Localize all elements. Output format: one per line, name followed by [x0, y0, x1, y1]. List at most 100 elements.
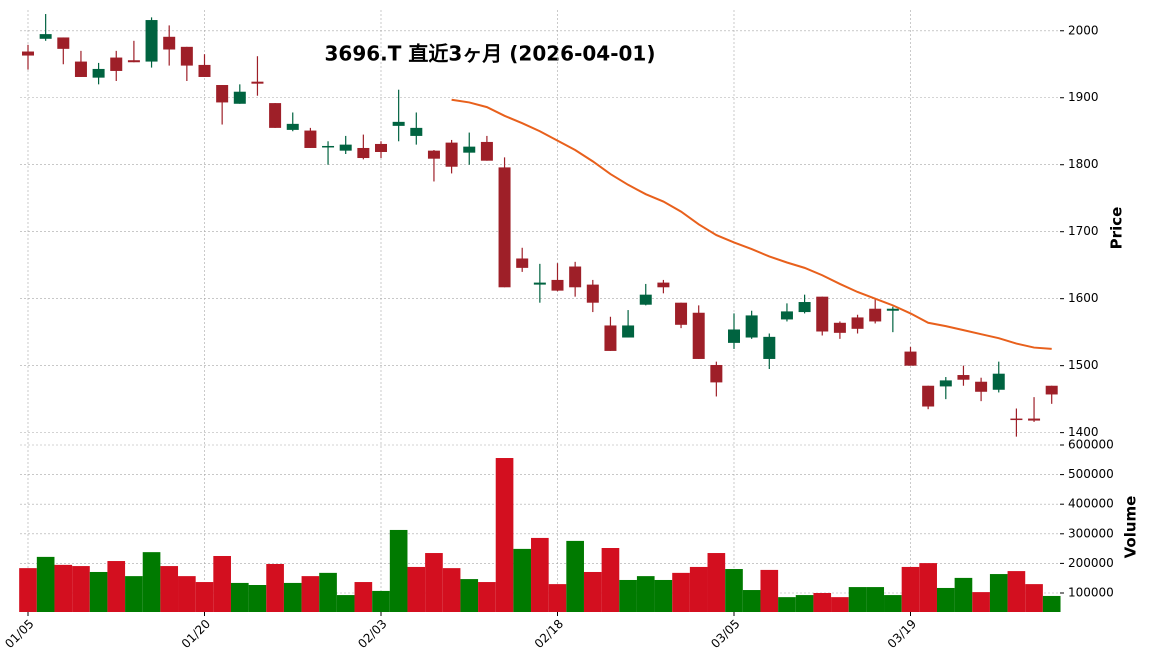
volume-bar [283, 582, 302, 612]
candle-body [586, 284, 599, 303]
volume-bar [566, 540, 584, 612]
candle-body [92, 68, 105, 78]
candle-body [392, 121, 405, 126]
volume-bar [583, 571, 602, 612]
candle-body [710, 364, 723, 383]
y-tick-label: 200000 [1068, 556, 1114, 570]
candle-body [145, 20, 158, 62]
volume-bar [107, 561, 126, 612]
candle-body [22, 51, 34, 56]
candle-body [1010, 418, 1023, 421]
volume-bar [72, 566, 90, 612]
candle-body [692, 312, 705, 359]
volume-bar [742, 590, 761, 612]
volume-bar [831, 597, 849, 612]
volume-bar [54, 564, 73, 612]
y-tick-label: 400000 [1068, 497, 1114, 511]
volume-bar [1007, 571, 1026, 612]
volume-bar [901, 566, 920, 612]
volume-bar [125, 576, 143, 612]
candle-body [745, 315, 758, 338]
volume-bar [513, 548, 532, 612]
candle-body [763, 336, 776, 359]
candle-body [622, 325, 635, 338]
volume-bar [336, 595, 355, 612]
candle-body [551, 279, 564, 291]
candle-body [180, 46, 193, 66]
y-tick-label: 300000 [1068, 526, 1114, 540]
volume-bar [36, 556, 55, 612]
candle-body [851, 317, 864, 329]
volume-bar [813, 592, 832, 612]
volume-bar [548, 584, 567, 612]
volume-bar [972, 592, 990, 612]
x-tick-label: 02/03 [355, 617, 389, 651]
candle-body [251, 81, 264, 84]
y-tick-label: 1500 [1068, 358, 1099, 372]
y-tick-label: 100000 [1068, 585, 1114, 599]
volume-bar [1025, 584, 1043, 612]
x-tick-label: 01/05 [2, 617, 36, 651]
candle-body [339, 144, 352, 151]
moving-average-line [451, 98, 1052, 350]
volume-bar [760, 569, 779, 612]
candle-body [286, 123, 299, 130]
y-axis-label: Price [1108, 207, 1126, 250]
volume-bar [354, 582, 373, 612]
volume-bar [672, 572, 690, 612]
volume-bar [654, 579, 673, 612]
candle-body [922, 385, 935, 407]
volume-bar [460, 579, 479, 612]
candle-body [57, 37, 70, 49]
volume-bar [601, 548, 620, 612]
volume-bar [866, 587, 885, 612]
volume-bar [531, 537, 549, 612]
y-tick-label: 500000 [1068, 467, 1114, 481]
candle-body [975, 381, 988, 392]
volume-bar [495, 458, 514, 612]
x-tick-label: 01/20 [179, 617, 213, 651]
candle-body [533, 282, 546, 285]
y-tick-label: 1800 [1068, 157, 1099, 171]
volume-bar [301, 576, 320, 612]
candle-body [675, 302, 688, 325]
volume-bar [1042, 595, 1061, 612]
volume-bar [442, 568, 461, 612]
volume-bar [795, 595, 814, 612]
volume-bar [689, 566, 708, 612]
volume-bar [389, 529, 408, 612]
volume-bar [884, 595, 902, 612]
candle-body [957, 375, 970, 380]
candle-body [816, 296, 829, 332]
candle-body [427, 150, 440, 159]
volume-bar [266, 563, 284, 612]
candle-body [127, 60, 140, 63]
candle-body [798, 302, 811, 313]
volume-bar [178, 576, 196, 612]
volume-bar [478, 582, 496, 612]
volume-bar [372, 590, 390, 612]
volume-bar [319, 572, 337, 612]
candle-body [304, 130, 317, 148]
candle-body [1028, 418, 1041, 421]
volume-bar [19, 568, 37, 612]
volume-bar [848, 587, 867, 612]
volume-bar [89, 571, 108, 612]
y-tick-label: 2000 [1068, 23, 1099, 37]
y-tick-label: 1400 [1068, 425, 1099, 439]
volume-bar [707, 553, 726, 612]
candle-body [463, 146, 476, 153]
candle-body [357, 147, 370, 159]
volume-bar [989, 574, 1008, 612]
x-tick-label: 03/19 [885, 617, 919, 651]
y-tick-label: 1700 [1068, 224, 1099, 238]
chart-title: 3696.T 直近3ヶ月 (2026-04-01) [325, 42, 656, 66]
candle-body [1045, 385, 1058, 395]
candle-body [163, 36, 176, 50]
candle-body [39, 34, 52, 39]
y-tick-label: 600000 [1068, 437, 1114, 451]
candle-body [269, 103, 282, 128]
volume-bar [142, 552, 161, 612]
candle-body [833, 322, 846, 333]
candle-body [498, 167, 511, 288]
